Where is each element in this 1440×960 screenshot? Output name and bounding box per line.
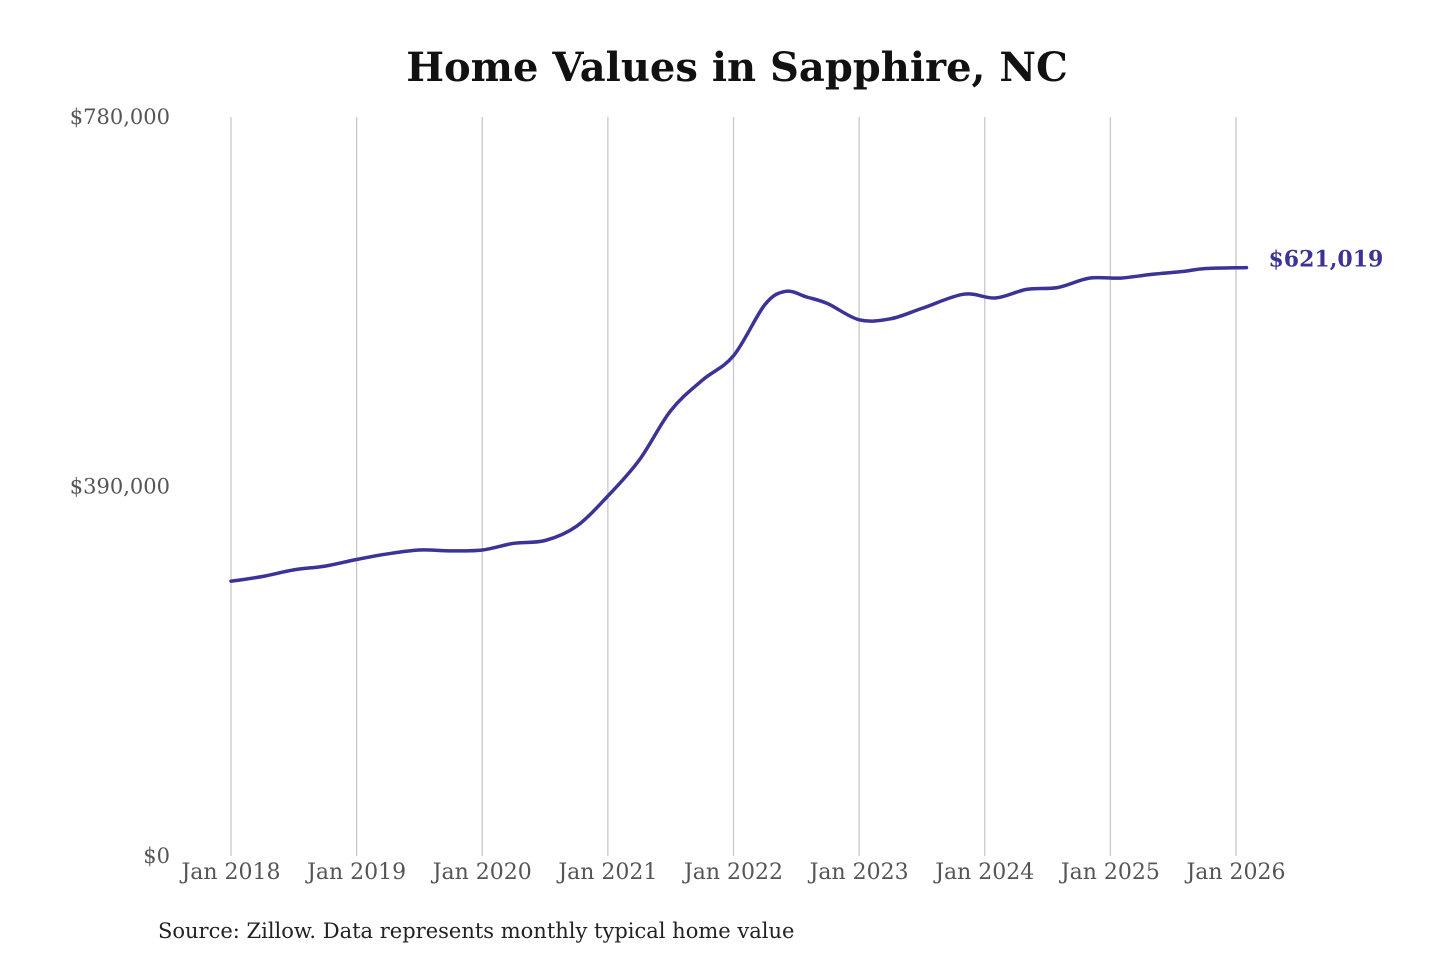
x-tick-label: Jan 2021 xyxy=(556,860,657,885)
y-tick-label: $0 xyxy=(143,844,170,868)
y-tick-label: $780,000 xyxy=(70,105,170,129)
x-tick-label: Jan 2022 xyxy=(682,860,783,885)
end-value-label: $621,019 xyxy=(1269,247,1384,273)
series-layer xyxy=(229,265,1249,583)
y-axis-ticks: $0 $390,000 $780,000 xyxy=(70,105,170,868)
x-axis-ticks: Jan 2018 Jan 2019 Jan 2020 Jan 2021 Jan 2022… xyxy=(179,860,1285,885)
source-note: Source: Zillow. Data represents monthly … xyxy=(158,919,794,943)
x-tick-label: Jan 2026 xyxy=(1184,860,1285,885)
y-tick-label: $390,000 xyxy=(70,475,170,499)
x-tick-label: Jan 2024 xyxy=(933,860,1034,885)
series-line xyxy=(229,265,1249,583)
gridlines xyxy=(230,117,1237,856)
x-tick-label: Jan 2023 xyxy=(808,860,909,885)
x-tick-label: Jan 2018 xyxy=(179,860,280,885)
x-tick-label: Jan 2020 xyxy=(431,860,532,885)
chart-title: Home Values in Sapphire, NC xyxy=(406,44,1068,91)
x-tick-label: Jan 2019 xyxy=(305,860,406,885)
x-tick-label: Jan 2025 xyxy=(1059,860,1160,885)
